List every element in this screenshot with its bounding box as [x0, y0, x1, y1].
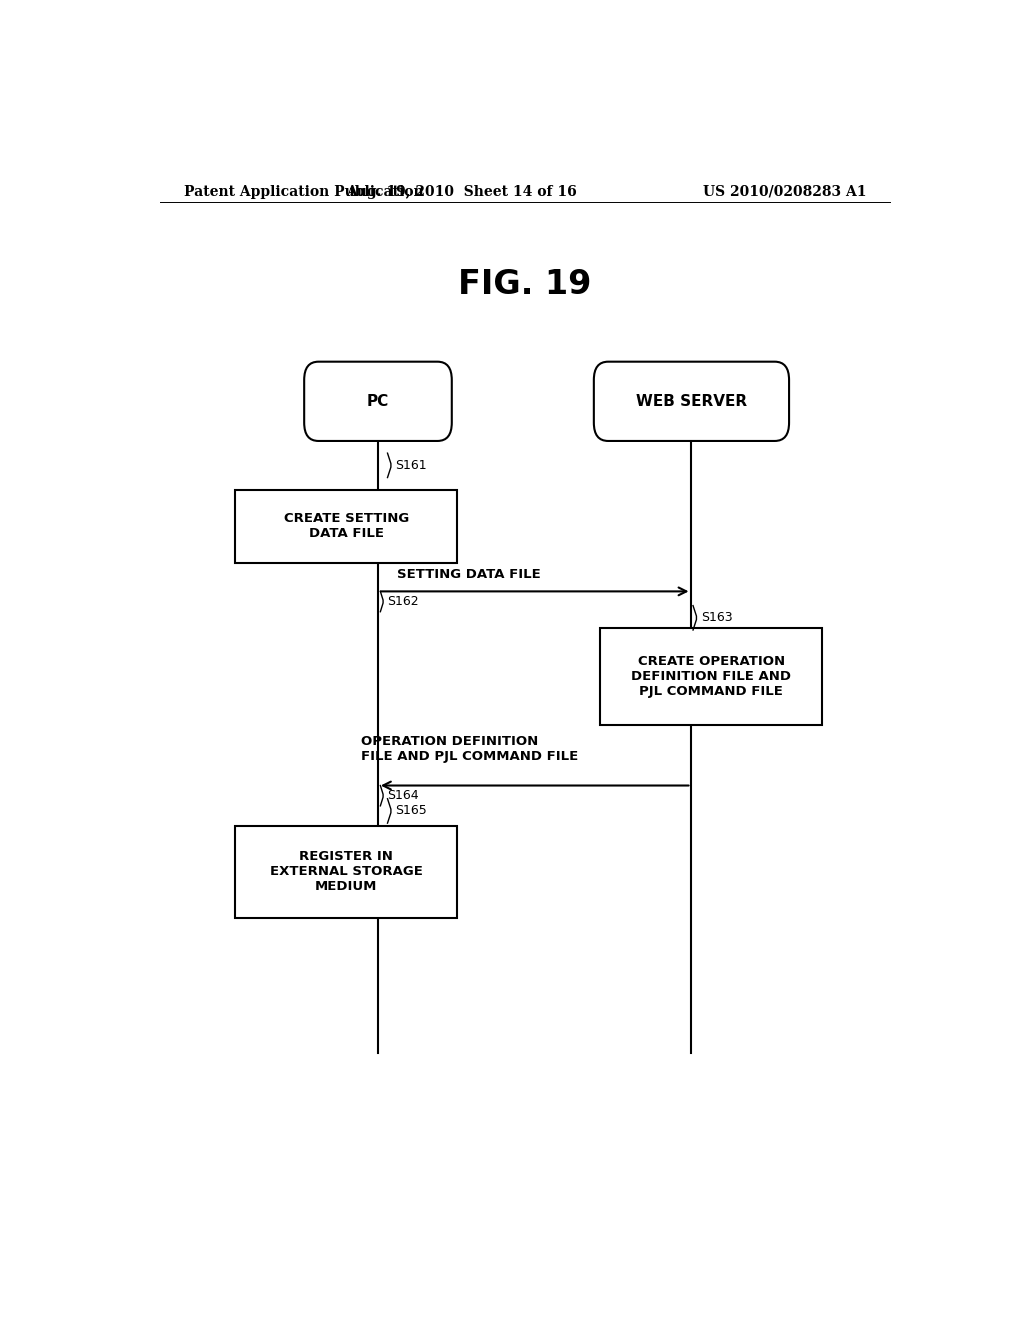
Text: S161: S161: [395, 459, 427, 471]
Text: CREATE OPERATION
DEFINITION FILE AND
PJL COMMAND FILE: CREATE OPERATION DEFINITION FILE AND PJL…: [631, 655, 792, 698]
Text: S165: S165: [395, 804, 427, 817]
Text: CREATE SETTING
DATA FILE: CREATE SETTING DATA FILE: [284, 512, 409, 540]
FancyBboxPatch shape: [600, 628, 822, 725]
Text: REGISTER IN
EXTERNAL STORAGE
MEDIUM: REGISTER IN EXTERNAL STORAGE MEDIUM: [269, 850, 423, 894]
Text: US 2010/0208283 A1: US 2010/0208283 A1: [702, 185, 866, 199]
Text: Aug. 19, 2010  Sheet 14 of 16: Aug. 19, 2010 Sheet 14 of 16: [346, 185, 577, 199]
FancyBboxPatch shape: [304, 362, 452, 441]
FancyBboxPatch shape: [236, 826, 458, 917]
Text: FIG. 19: FIG. 19: [458, 268, 592, 301]
Text: S163: S163: [701, 611, 732, 624]
FancyBboxPatch shape: [594, 362, 790, 441]
Text: Patent Application Publication: Patent Application Publication: [183, 185, 423, 199]
Text: OPERATION DEFINITION
FILE AND PJL COMMAND FILE: OPERATION DEFINITION FILE AND PJL COMMAN…: [360, 735, 578, 763]
Text: S162: S162: [387, 595, 419, 609]
Text: S164: S164: [387, 789, 419, 803]
Text: WEB SERVER: WEB SERVER: [636, 393, 748, 409]
Text: PC: PC: [367, 393, 389, 409]
FancyBboxPatch shape: [236, 490, 458, 562]
Text: SETTING DATA FILE: SETTING DATA FILE: [397, 568, 541, 581]
